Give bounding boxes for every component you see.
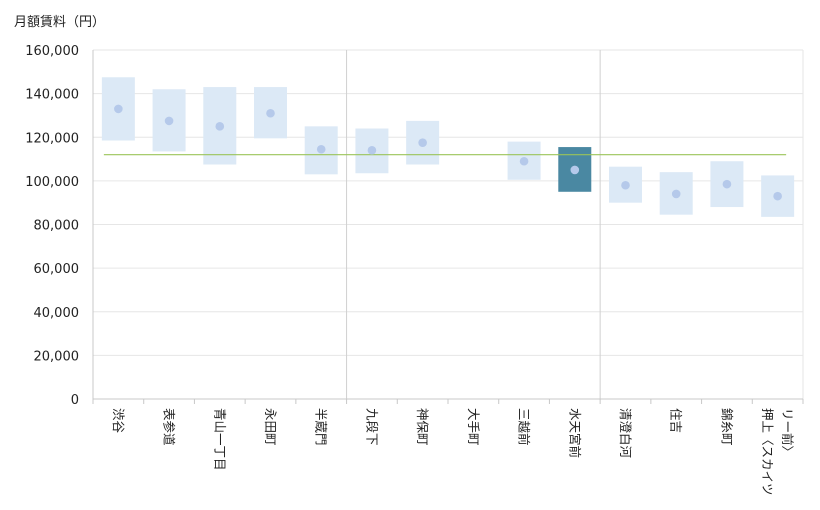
category-label: 青山一丁目 bbox=[212, 408, 227, 471]
average-dot bbox=[266, 108, 275, 118]
category-label: 三越前 bbox=[517, 408, 532, 446]
y-axis-title: 月額賃料（円） bbox=[14, 15, 105, 30]
axes bbox=[92, 50, 804, 404]
y-tick-labels: 0 20,000 40,000 60,000 80,000 100,000 120,000 1… bbox=[25, 44, 79, 408]
y-tick-label: 120,000 bbox=[25, 131, 79, 146]
average-dot bbox=[114, 104, 123, 114]
range-bars bbox=[101, 77, 795, 217]
y-tick-label: 140,000 bbox=[25, 88, 79, 103]
category-label: 水天宮前 bbox=[567, 408, 582, 458]
x-category-labels: 渋谷 表参道 青山一丁目 永田町 半蔵門 九段下 神保町 大手町 三越前 水天宮前 清澄白河 住吉 錦糸… bbox=[111, 408, 795, 496]
y-tick-label: 100,000 bbox=[25, 175, 79, 190]
category-label: 渋谷 bbox=[111, 408, 126, 434]
category-label: 半蔵門 bbox=[314, 408, 329, 446]
average-dot bbox=[215, 122, 225, 131]
group-separators bbox=[346, 50, 601, 399]
y-tick-label: 160,000 bbox=[25, 44, 79, 59]
category-label: 九段下 bbox=[364, 408, 379, 446]
y-tick-label: 60,000 bbox=[34, 262, 80, 277]
category-label: 押上〈スカイツ bbox=[760, 408, 775, 496]
category-label: 錦糸町 bbox=[719, 408, 734, 446]
average-dot bbox=[367, 146, 377, 155]
category-label: 表参道 bbox=[162, 408, 177, 446]
category-label: 住吉 bbox=[669, 408, 684, 433]
y-tick-label: 40,000 bbox=[34, 306, 80, 321]
average-dot bbox=[773, 191, 782, 201]
average-dot bbox=[570, 165, 580, 175]
average-dot bbox=[519, 156, 529, 166]
average-dot bbox=[418, 138, 427, 148]
category-label: 永田町 bbox=[263, 408, 278, 446]
average-dot bbox=[621, 180, 630, 190]
average-dot bbox=[722, 179, 732, 189]
average-dot bbox=[316, 144, 326, 154]
y-tick-label: 20,000 bbox=[34, 349, 80, 364]
category-label: 神保町 bbox=[415, 408, 430, 446]
y-tick-label: 80,000 bbox=[34, 219, 80, 234]
average-dot bbox=[671, 189, 681, 199]
average-dots bbox=[114, 104, 782, 201]
category-label: 大手町 bbox=[466, 408, 481, 446]
gridlines bbox=[93, 49, 804, 399]
category-label: リー前〉 bbox=[780, 408, 795, 458]
category-label: 清澄白河 bbox=[618, 408, 633, 459]
average-dot bbox=[164, 116, 174, 126]
y-tick-label: 0 bbox=[71, 393, 79, 408]
